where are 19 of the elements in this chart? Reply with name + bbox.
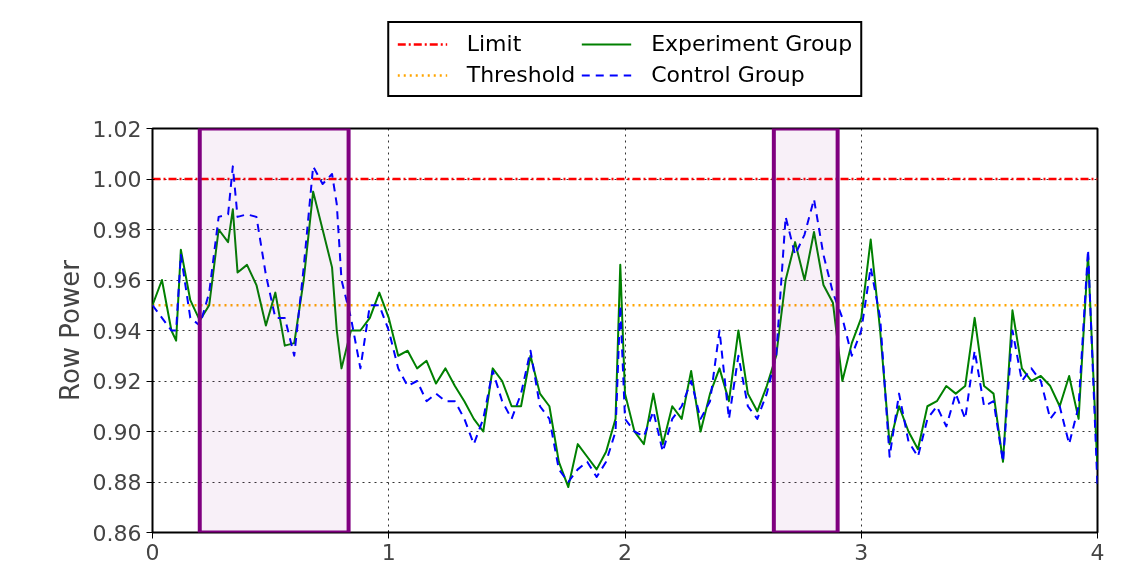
legend-label: Threshold (466, 62, 576, 87)
legend-label: Experiment Group (651, 31, 853, 56)
x-tick-label: 3 (854, 539, 869, 565)
x-tick-label: 1 (381, 539, 396, 565)
x-tick-label: 2 (618, 539, 632, 565)
y-tick-label: 1.02 (92, 116, 142, 142)
x-tick-label: 4 (1090, 539, 1105, 565)
y-tick-label: 0.90 (92, 419, 142, 445)
x-tick-label: 0 (145, 539, 160, 565)
y-tick-label: 0.88 (92, 470, 142, 495)
y-tick-label: 0.92 (92, 369, 142, 394)
legend-label: Control Group (651, 62, 805, 87)
y-axis-title: Row Power (54, 259, 85, 401)
y-tick-label: 0.86 (92, 520, 142, 546)
y-tick-label: 1.00 (92, 167, 142, 192)
y-tick-label: 0.94 (92, 318, 142, 344)
y-tick-label: 0.96 (92, 268, 142, 293)
y-tick-label: 0.98 (92, 217, 142, 243)
legend-label: Limit (466, 31, 522, 56)
